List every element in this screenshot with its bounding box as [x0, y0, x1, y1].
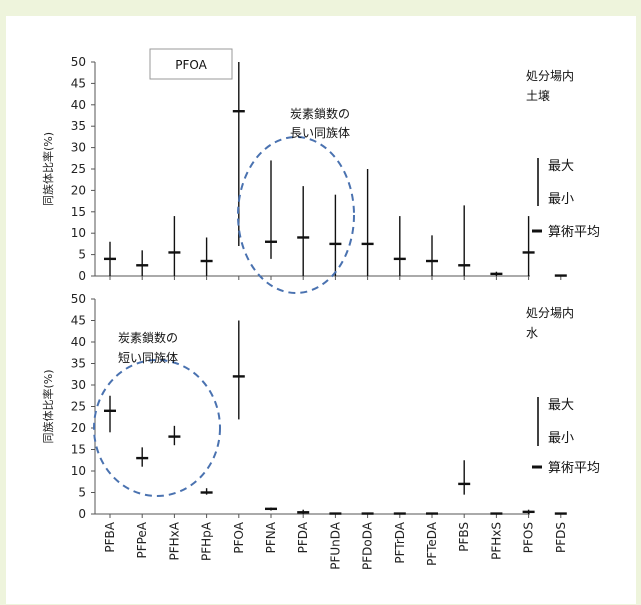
x-category-label: PFPeA — [135, 521, 149, 558]
corner-note-line-1: 処分場内 — [526, 306, 574, 320]
y-tick-label: 20 — [71, 183, 86, 197]
y-tick-label: 15 — [71, 205, 86, 219]
legend-max-label: 最大 — [548, 159, 574, 174]
y-tick-label: 0 — [78, 269, 86, 283]
y-tick-label: 50 — [71, 292, 86, 306]
y-tick-label: 0 — [78, 507, 86, 521]
legend-max-label: 最大 — [548, 398, 574, 413]
x-category-label: PFDA — [296, 521, 310, 553]
x-category-label: PFHpA — [200, 521, 214, 561]
x-category-label: PFTrDA — [393, 521, 407, 563]
y-tick-label: 40 — [71, 335, 86, 349]
x-category-label: PFNA — [264, 521, 278, 553]
y-tick-label: 25 — [71, 162, 86, 176]
x-category-label: PFOS — [522, 522, 536, 553]
ellipse-long-chain — [237, 136, 355, 294]
y-tick-label: 5 — [78, 486, 86, 500]
legend-mean-label: 算術平均 — [548, 225, 600, 240]
y-tick-label: 30 — [71, 141, 86, 155]
title-box — [149, 48, 233, 80]
x-category-label: PFBA — [103, 521, 117, 552]
y-tick-label: 30 — [71, 378, 86, 392]
x-category-label: PFDoDA — [361, 521, 375, 570]
y-tick-label: 5 — [78, 248, 86, 262]
legend-mean-label: 算術平均 — [548, 461, 600, 476]
y-tick-label: 45 — [71, 314, 86, 328]
chart-frame — [6, 16, 636, 604]
y-axis-title: 同族体比率(%) — [41, 132, 55, 206]
y-tick-label: 35 — [71, 119, 86, 133]
y-tick-label: 20 — [71, 421, 86, 435]
y-axis-title: 同族体比率(%) — [41, 369, 55, 443]
x-category-label: PFBS — [457, 522, 471, 552]
ellipse-short-chain — [93, 359, 221, 497]
legend-min-label: 最小 — [548, 192, 574, 207]
y-tick-label: 50 — [71, 55, 86, 69]
y-tick-label: 10 — [71, 464, 86, 478]
corner-note-line-2: 土壌 — [526, 89, 550, 103]
x-category-label: PFHxS — [489, 522, 503, 560]
corner-note-line-1: 処分場内 — [526, 69, 574, 83]
legend-min-label: 最小 — [548, 431, 574, 446]
y-tick-label: 45 — [71, 76, 86, 90]
title-box-label: PFOA — [175, 58, 207, 72]
ellipse-note-line-1: 炭素鎖数の — [118, 330, 178, 345]
y-tick-label: 15 — [71, 443, 86, 457]
x-category-label: PFHxA — [167, 521, 181, 560]
y-tick-label: 40 — [71, 98, 86, 112]
x-category-label: PFDS — [554, 522, 568, 553]
x-category-label: PFTeDA — [425, 521, 439, 566]
y-tick-label: 35 — [71, 357, 86, 371]
corner-note-line-2: 水 — [526, 326, 538, 340]
ellipse-note-line-2: 長い同族体 — [290, 126, 350, 140]
ellipse-note-line-2: 短い同族体 — [118, 351, 178, 365]
y-tick-label: 25 — [71, 400, 86, 414]
x-category-label: PFUnDA — [328, 521, 342, 570]
ellipse-note-line-1: 炭素鎖数の — [290, 106, 350, 121]
y-tick-label: 10 — [71, 226, 86, 240]
x-category-label: PFOA — [232, 521, 246, 553]
